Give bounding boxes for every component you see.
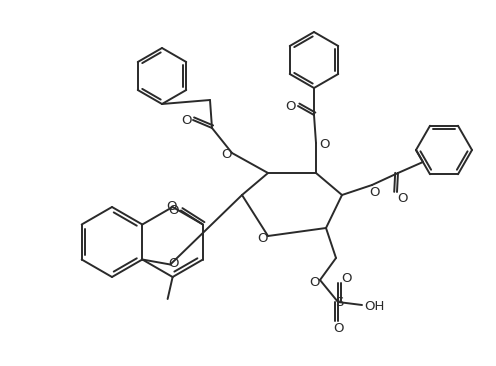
Text: O: O: [222, 149, 232, 161]
Text: O: O: [309, 276, 319, 288]
Text: O: O: [168, 257, 179, 270]
Text: O: O: [166, 201, 177, 213]
Text: O: O: [181, 115, 191, 127]
Text: S: S: [335, 296, 343, 310]
Text: O: O: [369, 186, 379, 198]
Text: O: O: [342, 273, 352, 285]
Text: O: O: [397, 191, 407, 205]
Text: OH: OH: [364, 299, 384, 313]
Text: O: O: [285, 101, 295, 113]
Text: O: O: [169, 204, 179, 217]
Text: O: O: [334, 322, 344, 336]
Text: O: O: [257, 232, 267, 246]
Text: O: O: [319, 138, 329, 152]
